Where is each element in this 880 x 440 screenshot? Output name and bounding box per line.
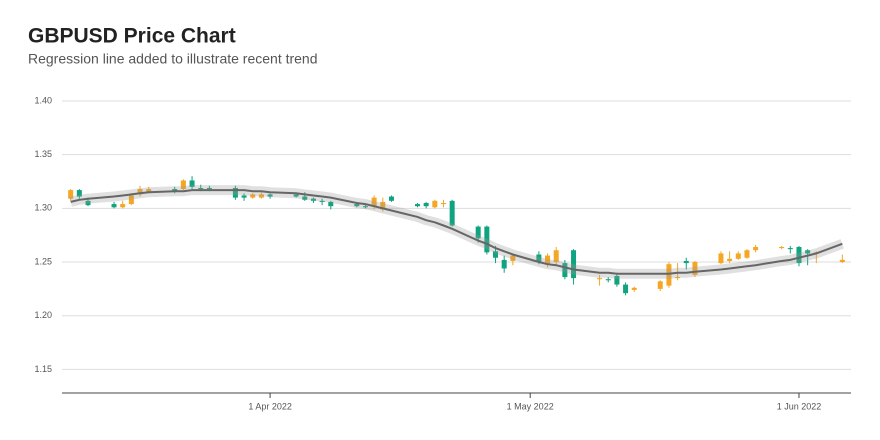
candle-body — [250, 194, 256, 198]
candle-body — [258, 194, 264, 198]
candle-body — [267, 194, 273, 197]
candle-body — [683, 260, 689, 264]
candle-body — [293, 194, 299, 197]
candle-body — [241, 195, 247, 198]
candle-body — [440, 202, 446, 205]
candle-body — [553, 250, 559, 263]
candle-body — [779, 247, 785, 249]
candle-body — [545, 255, 551, 265]
candle-body — [666, 264, 672, 286]
candle-body — [76, 190, 82, 197]
candle-body — [432, 200, 438, 208]
candle-body — [753, 247, 759, 251]
x-tick-label: 1 Jun 2022 — [777, 401, 822, 411]
candle-body — [206, 187, 212, 190]
candle-body — [796, 247, 802, 264]
candle-body — [536, 254, 542, 263]
candle-body — [493, 251, 499, 258]
candle-body — [597, 278, 603, 280]
candle-body — [120, 204, 126, 208]
candle-body — [571, 250, 577, 279]
candle-body — [449, 200, 455, 226]
candle-body — [484, 226, 490, 253]
x-tick-label: 1 Apr 2022 — [248, 401, 292, 411]
candle-body — [172, 189, 178, 192]
candle-body — [510, 255, 516, 261]
candle-body — [198, 187, 204, 190]
candle-body — [310, 198, 316, 201]
chart-title: GBPUSD Price Chart — [28, 25, 236, 48]
candle-body — [371, 197, 377, 207]
candle-body — [657, 281, 663, 289]
trend-line — [70, 189, 843, 275]
candle-body — [85, 200, 91, 206]
candle-body — [614, 275, 620, 285]
candle-body — [180, 180, 186, 190]
candle-body — [423, 202, 429, 207]
candle-body — [362, 206, 368, 208]
candle-body — [692, 262, 698, 275]
candle-body — [744, 250, 750, 258]
candle-body — [380, 201, 386, 210]
candle-body — [354, 204, 360, 207]
candle-body — [623, 284, 629, 294]
candle-body — [839, 259, 845, 263]
candle-body — [805, 250, 811, 254]
candle-body — [302, 196, 308, 200]
y-tick-label: 1.40 — [34, 95, 52, 105]
y-tick-label: 1.35 — [34, 149, 52, 159]
candle-body — [232, 187, 238, 198]
candle-body — [388, 196, 394, 201]
candle-body — [605, 279, 611, 281]
y-tick-label: 1.15 — [34, 364, 52, 374]
candle-body — [137, 189, 143, 195]
candle-body — [328, 201, 334, 207]
y-tick-label: 1.25 — [34, 256, 52, 266]
candle-body — [189, 180, 195, 187]
candle-body — [68, 190, 74, 199]
trend-band — [69, 185, 845, 279]
candle-body — [562, 263, 568, 278]
candle-body — [414, 204, 420, 207]
y-tick-label: 1.30 — [34, 203, 52, 213]
candle-body — [501, 259, 507, 269]
y-tick-label: 1.20 — [34, 310, 52, 320]
candle-body — [727, 258, 733, 261]
chart-subtitle: Regression line added to illustrate rece… — [28, 51, 318, 67]
candle-body — [675, 277, 681, 279]
candle-body — [787, 248, 793, 250]
x-tick-label: 1 May 2022 — [507, 401, 554, 411]
candle-body — [319, 200, 325, 202]
candle-body — [111, 204, 117, 208]
candle-body — [128, 195, 134, 205]
candle-body — [718, 253, 724, 264]
candle-body — [735, 253, 741, 259]
candle-body — [475, 226, 481, 239]
candle-body — [631, 287, 637, 290]
candle-body — [146, 189, 152, 193]
